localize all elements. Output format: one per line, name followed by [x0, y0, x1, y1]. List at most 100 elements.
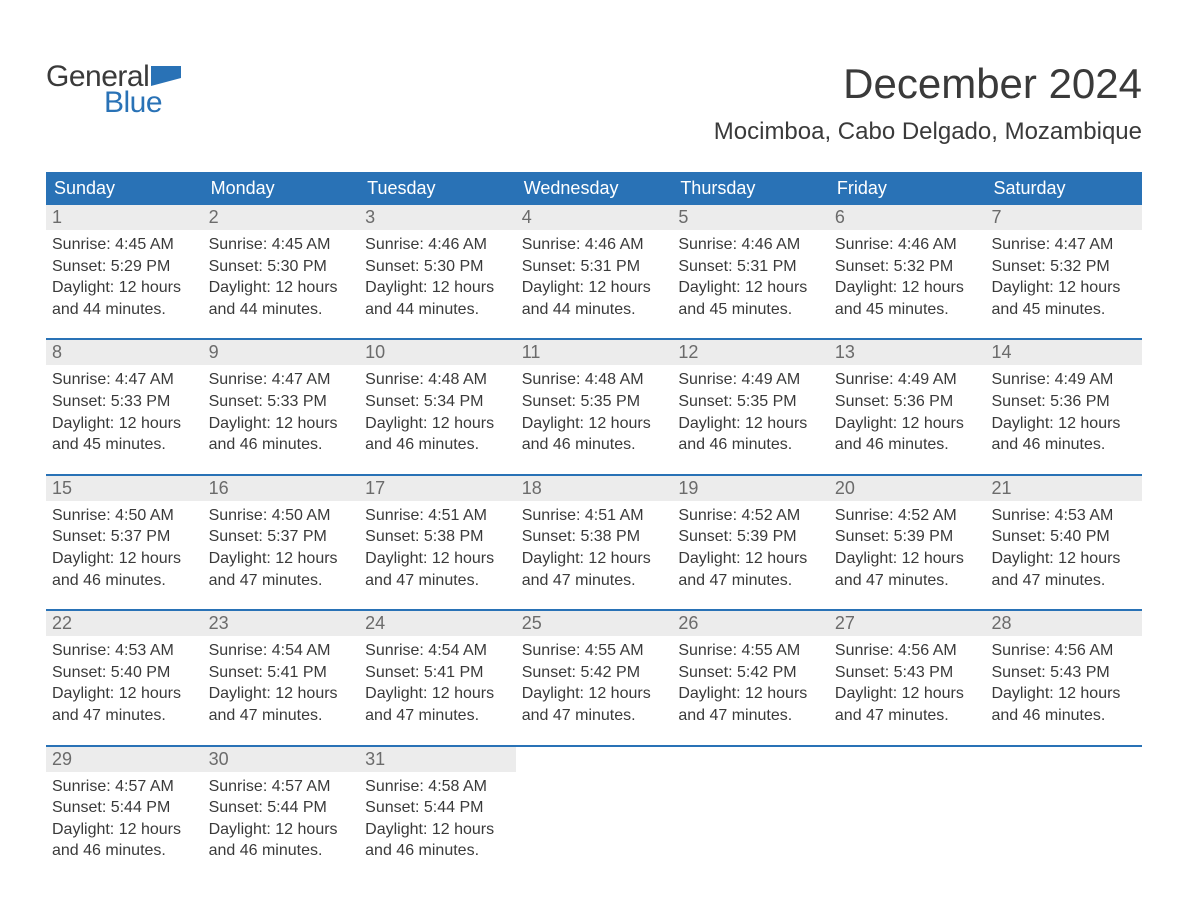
- daylight-line2: and 46 minutes.: [522, 434, 667, 456]
- daylight-line1: Daylight: 12 hours: [209, 413, 354, 435]
- daylight-line1: Daylight: 12 hours: [52, 548, 197, 570]
- day-number: 31: [365, 749, 385, 769]
- sunset-text: Sunset: 5:36 PM: [835, 391, 980, 413]
- calendar-day: 9Sunrise: 4:47 AMSunset: 5:33 PMDaylight…: [203, 340, 360, 473]
- sunrise-text: Sunrise: 4:54 AM: [209, 640, 354, 662]
- calendar-day: 15Sunrise: 4:50 AMSunset: 5:37 PMDayligh…: [46, 476, 203, 609]
- day-number: 11: [522, 342, 541, 362]
- sunset-text: Sunset: 5:37 PM: [52, 526, 197, 548]
- sunrise-text: Sunrise: 4:54 AM: [365, 640, 510, 662]
- sunset-text: Sunset: 5:44 PM: [365, 797, 510, 819]
- calendar-day: 23Sunrise: 4:54 AMSunset: 5:41 PMDayligh…: [203, 611, 360, 744]
- daylight-line1: Daylight: 12 hours: [522, 683, 667, 705]
- day-number: 21: [991, 478, 1011, 498]
- calendar-day: 1Sunrise: 4:45 AMSunset: 5:29 PMDaylight…: [46, 205, 203, 338]
- sunrise-text: Sunrise: 4:58 AM: [365, 776, 510, 798]
- day-number: 24: [365, 613, 385, 633]
- calendar-day: 6 Sunrise: 4:46 AMSunset: 5:32 PMDaylight…: [829, 205, 986, 338]
- daylight-line2: and 46 minutes.: [365, 434, 510, 456]
- sunset-text: Sunset: 5:39 PM: [678, 526, 823, 548]
- sunrise-text: Sunrise: 4:50 AM: [209, 505, 354, 527]
- day-body: Sunrise: 4:48 AMSunset: 5:34 PMDaylight:…: [359, 365, 516, 455]
- calendar-day: 5Sunrise: 4:46 AMSunset: 5:31 PMDaylight…: [672, 205, 829, 338]
- calendar-day: 17Sunrise: 4:51 AMSunset: 5:38 PMDayligh…: [359, 476, 516, 609]
- day-number: 25: [522, 613, 542, 633]
- day-number: 6: [835, 207, 845, 227]
- sunset-text: Sunset: 5:32 PM: [991, 256, 1136, 278]
- sunrise-text: Sunrise: 4:56 AM: [835, 640, 980, 662]
- day-body: Sunrise: 4:45 AMSunset: 5:30 PMDaylight:…: [203, 230, 360, 320]
- daylight-line2: and 45 minutes.: [678, 299, 823, 321]
- month-title: December 2024: [714, 60, 1142, 108]
- calendar-day-empty: [672, 747, 829, 880]
- calendar-day: 29Sunrise: 4:57 AMSunset: 5:44 PMDayligh…: [46, 747, 203, 880]
- day-number: 22: [52, 613, 72, 633]
- day-body: Sunrise: 4:45 AMSunset: 5:29 PMDaylight:…: [46, 230, 203, 320]
- day-body: Sunrise: 4:57 AMSunset: 5:44 PMDaylight:…: [203, 772, 360, 862]
- calendar-day: 27 Sunrise: 4:56 AMSunset: 5:43 PMDayligh…: [829, 611, 986, 744]
- calendar-day: 19 Sunrise: 4:52 AMSunset: 5:39 PMDayligh…: [672, 476, 829, 609]
- day-number: 27: [835, 613, 855, 633]
- day-number: 19: [678, 478, 698, 498]
- day-body: Sunrise: 4:46 AMSunset: 5:31 PMDaylight:…: [516, 230, 673, 320]
- day-body: Sunrise: 4:51 AMSunset: 5:38 PMDaylight:…: [516, 501, 673, 591]
- sunset-text: Sunset: 5:30 PM: [365, 256, 510, 278]
- calendar-day: 31 Sunrise: 4:58 AMSunset: 5:44 PMDayligh…: [359, 747, 516, 880]
- logo-word-blue: Blue: [104, 86, 181, 120]
- daylight-line1: Daylight: 12 hours: [365, 277, 510, 299]
- daylight-line2: and 47 minutes.: [835, 570, 980, 592]
- day-number: 13: [835, 342, 855, 362]
- daylight-line2: and 47 minutes.: [209, 705, 354, 727]
- daylight-line2: and 47 minutes.: [678, 705, 823, 727]
- sunrise-text: Sunrise: 4:47 AM: [52, 369, 197, 391]
- calendar-day: 11Sunrise: 4:48 AMSunset: 5:35 PMDayligh…: [516, 340, 673, 473]
- day-body: Sunrise: 4:55 AMSunset: 5:42 PMDaylight:…: [516, 636, 673, 726]
- day-body: Sunrise: 4:47 AMSunset: 5:33 PMDaylight:…: [46, 365, 203, 455]
- day-number: 4: [522, 207, 532, 227]
- daylight-line1: Daylight: 12 hours: [209, 683, 354, 705]
- calendar-day: 16Sunrise: 4:50 AMSunset: 5:37 PMDayligh…: [203, 476, 360, 609]
- sunset-text: Sunset: 5:40 PM: [52, 662, 197, 684]
- calendar-day-empty: [516, 747, 673, 880]
- daylight-line2: and 46 minutes.: [991, 705, 1136, 727]
- sunset-text: Sunset: 5:31 PM: [522, 256, 667, 278]
- calendar-week: 22Sunrise: 4:53 AMSunset: 5:40 PMDayligh…: [46, 609, 1142, 744]
- sunset-text: Sunset: 5:40 PM: [991, 526, 1136, 548]
- sunrise-text: Sunrise: 4:45 AM: [52, 234, 197, 256]
- calendar-week: 1Sunrise: 4:45 AMSunset: 5:29 PMDaylight…: [46, 205, 1142, 338]
- daylight-line1: Daylight: 12 hours: [209, 277, 354, 299]
- dow-header-cell: Thursday: [672, 172, 829, 205]
- sunset-text: Sunset: 5:31 PM: [678, 256, 823, 278]
- day-number: 14: [991, 342, 1011, 362]
- daylight-line1: Daylight: 12 hours: [365, 683, 510, 705]
- calendar-week: 15Sunrise: 4:50 AMSunset: 5:37 PMDayligh…: [46, 474, 1142, 609]
- daylight-line1: Daylight: 12 hours: [365, 819, 510, 841]
- daylight-line1: Daylight: 12 hours: [991, 413, 1136, 435]
- sunrise-text: Sunrise: 4:49 AM: [835, 369, 980, 391]
- sunset-text: Sunset: 5:41 PM: [209, 662, 354, 684]
- dow-header-cell: Monday: [203, 172, 360, 205]
- sunrise-text: Sunrise: 4:45 AM: [209, 234, 354, 256]
- day-body: Sunrise: 4:56 AMSunset: 5:43 PMDaylight:…: [829, 636, 986, 726]
- calendar-day: 14Sunrise: 4:49 AMSunset: 5:36 PMDayligh…: [985, 340, 1142, 473]
- day-body: Sunrise: 4:46 AMSunset: 5:32 PMDaylight:…: [829, 230, 986, 320]
- daylight-line2: and 45 minutes.: [835, 299, 980, 321]
- daylight-line1: Daylight: 12 hours: [991, 683, 1136, 705]
- sunset-text: Sunset: 5:44 PM: [52, 797, 197, 819]
- daylight-line2: and 46 minutes.: [209, 840, 354, 862]
- sunrise-text: Sunrise: 4:51 AM: [365, 505, 510, 527]
- sunset-text: Sunset: 5:43 PM: [835, 662, 980, 684]
- day-body: Sunrise: 4:49 AMSunset: 5:35 PMDaylight:…: [672, 365, 829, 455]
- daylight-line1: Daylight: 12 hours: [522, 548, 667, 570]
- day-number: 12: [678, 342, 698, 362]
- day-body: Sunrise: 4:52 AMSunset: 5:39 PMDaylight:…: [672, 501, 829, 591]
- calendar-day: 7Sunrise: 4:47 AMSunset: 5:32 PMDaylight…: [985, 205, 1142, 338]
- day-body: Sunrise: 4:46 AMSunset: 5:30 PMDaylight:…: [359, 230, 516, 320]
- sunrise-text: Sunrise: 4:52 AM: [835, 505, 980, 527]
- sunrise-text: Sunrise: 4:55 AM: [678, 640, 823, 662]
- daylight-line2: and 46 minutes.: [991, 434, 1136, 456]
- day-number: 5: [678, 207, 688, 227]
- sunset-text: Sunset: 5:35 PM: [522, 391, 667, 413]
- sunset-text: Sunset: 5:42 PM: [678, 662, 823, 684]
- calendar-day: 12 Sunrise: 4:49 AMSunset: 5:35 PMDayligh…: [672, 340, 829, 473]
